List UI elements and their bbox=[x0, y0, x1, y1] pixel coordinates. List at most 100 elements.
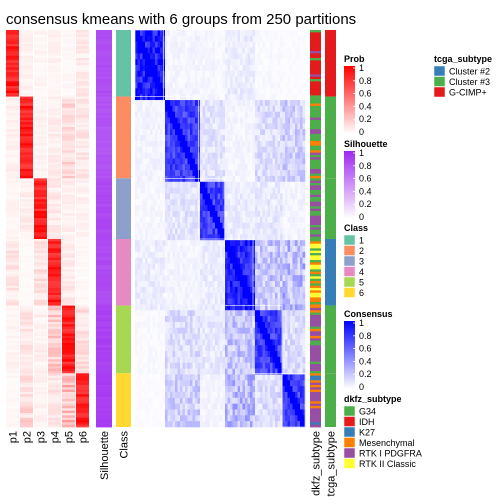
consensus-cell bbox=[150, 94, 153, 101]
consensus-cell bbox=[152, 222, 156, 229]
silhouette-cell bbox=[96, 408, 112, 412]
consensus-cell bbox=[185, 246, 188, 253]
consensus-cell bbox=[185, 205, 188, 212]
consensus-cell bbox=[135, 47, 138, 54]
prob-cell bbox=[6, 119, 19, 123]
consensus-cell bbox=[255, 35, 258, 42]
prob-cell bbox=[20, 171, 33, 175]
consensus-cell bbox=[297, 152, 301, 159]
consensus-cell bbox=[155, 199, 158, 206]
prob-cell bbox=[76, 333, 89, 337]
consensus-cell bbox=[260, 100, 263, 107]
consensus-cell bbox=[290, 240, 293, 247]
silhouette-cell bbox=[96, 51, 112, 54]
consensus-cell bbox=[280, 94, 283, 101]
prob-column-p4 bbox=[48, 30, 61, 428]
consensus-cell bbox=[267, 257, 271, 264]
consensus-cell bbox=[167, 216, 171, 223]
consensus-cell bbox=[232, 181, 236, 188]
consensus-cell bbox=[255, 111, 258, 118]
consensus-cell bbox=[160, 234, 163, 241]
silhouette-cell bbox=[96, 288, 112, 291]
consensus-cell bbox=[292, 30, 296, 37]
consensus-cell bbox=[247, 30, 251, 37]
consensus-cell bbox=[235, 281, 238, 288]
prob-cell bbox=[76, 173, 89, 177]
consensus-cell bbox=[172, 53, 176, 60]
consensus-cell bbox=[287, 129, 291, 136]
consensus-cell bbox=[247, 140, 251, 148]
consensus-cell bbox=[187, 246, 191, 253]
prob-cell bbox=[48, 41, 61, 45]
consensus-cell bbox=[227, 351, 231, 358]
prob-cell bbox=[34, 368, 47, 372]
prob-cell bbox=[48, 206, 61, 210]
prob-cell bbox=[34, 185, 47, 189]
consensus-cell bbox=[277, 316, 281, 323]
consensus-cell bbox=[237, 339, 241, 346]
consensus-cell bbox=[285, 269, 288, 276]
consensus-cell bbox=[150, 53, 153, 60]
consensus-cell bbox=[257, 240, 261, 247]
consensus-cell bbox=[192, 193, 196, 200]
consensus-cell bbox=[295, 333, 298, 340]
consensus-cell bbox=[277, 246, 281, 253]
consensus-cell bbox=[242, 222, 246, 229]
consensus-cell bbox=[162, 269, 166, 276]
consensus-cell bbox=[172, 111, 176, 118]
consensus-cell bbox=[230, 339, 233, 346]
prob-cell bbox=[48, 283, 61, 287]
consensus-cell bbox=[282, 205, 286, 212]
consensus-cell bbox=[177, 129, 181, 136]
consensus-cell bbox=[227, 269, 231, 276]
consensus-cell bbox=[142, 111, 146, 118]
consensus-cell bbox=[245, 140, 248, 148]
consensus-cell bbox=[225, 164, 228, 171]
consensus-cell bbox=[260, 88, 263, 95]
consensus-cell bbox=[145, 257, 148, 264]
consensus-cell bbox=[297, 228, 301, 235]
consensus-cell bbox=[300, 263, 303, 270]
consensus-cell bbox=[255, 333, 258, 340]
consensus-cell bbox=[197, 298, 201, 305]
consensus-cell bbox=[247, 65, 251, 72]
consensus-cell bbox=[142, 222, 146, 229]
consensus-cell bbox=[290, 88, 293, 95]
consensus-cell bbox=[205, 275, 208, 282]
consensus-cell bbox=[222, 123, 226, 130]
consensus-cell bbox=[135, 158, 138, 165]
consensus-cell bbox=[205, 333, 208, 340]
prob-cell bbox=[62, 419, 75, 423]
consensus-cell bbox=[185, 135, 188, 142]
prob-cell bbox=[76, 166, 89, 170]
consensus-cell bbox=[160, 105, 163, 113]
consensus-cell bbox=[237, 59, 241, 66]
consensus-cell bbox=[245, 135, 248, 142]
consensus-cell bbox=[212, 47, 216, 54]
consensus-cell bbox=[180, 100, 183, 107]
consensus-cell bbox=[205, 210, 208, 218]
prob-cell bbox=[76, 93, 89, 96]
consensus-cell bbox=[220, 47, 223, 54]
consensus-cell bbox=[140, 158, 143, 165]
consensus-cell bbox=[212, 129, 216, 136]
prob-cell bbox=[34, 408, 47, 412]
consensus-cell bbox=[242, 269, 246, 276]
consensus-cell bbox=[135, 205, 138, 212]
consensus-cell bbox=[150, 310, 153, 317]
consensus-cell bbox=[222, 281, 226, 288]
prob-cell bbox=[76, 356, 89, 360]
consensus-cell bbox=[220, 339, 223, 346]
prob-cell bbox=[6, 257, 19, 261]
consensus-cell bbox=[167, 47, 171, 54]
prob-cell bbox=[48, 312, 61, 316]
consensus-cell bbox=[280, 129, 283, 136]
consensus-cell bbox=[267, 53, 271, 60]
consensus-cell bbox=[282, 94, 286, 101]
consensus-cell bbox=[220, 205, 223, 212]
consensus-cell bbox=[217, 345, 221, 352]
consensus-cell bbox=[135, 263, 138, 270]
consensus-cell bbox=[277, 281, 281, 288]
prob-cell bbox=[34, 290, 47, 294]
consensus-cell bbox=[160, 216, 163, 223]
